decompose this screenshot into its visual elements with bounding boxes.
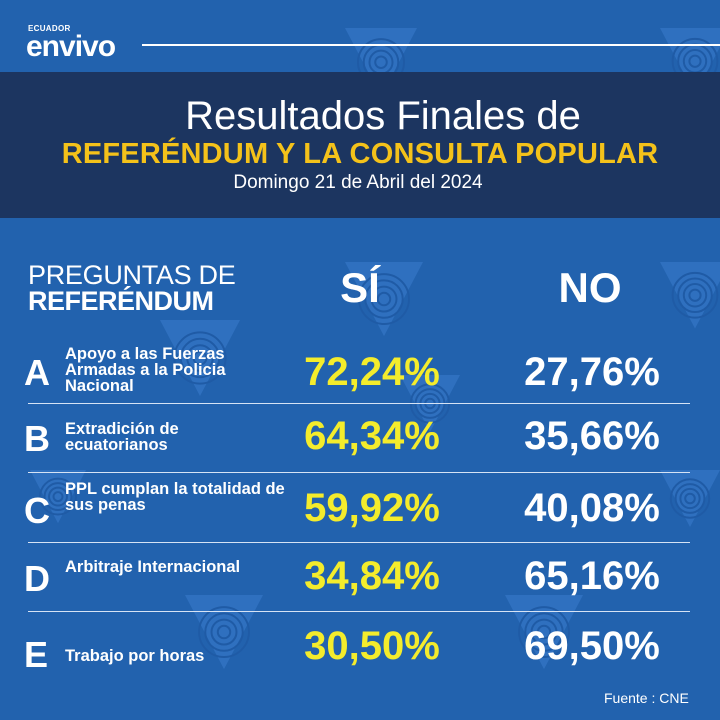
- title-line-2: REFERÉNDUM Y LA CONSULTA POPULAR: [61, 138, 659, 170]
- yes-value: 34,84%: [304, 554, 440, 598]
- no-value: 40,08%: [524, 486, 660, 530]
- background-triangle-shape: [660, 262, 720, 329]
- background-triangle-shape: [160, 320, 240, 396]
- yes-value: 30,50%: [304, 624, 440, 668]
- question-text: Arbitraje Internacional: [65, 558, 241, 576]
- background-triangle-shape: [30, 470, 86, 524]
- question-letter: A: [24, 352, 50, 393]
- question-letter: C: [24, 490, 50, 531]
- date-subtitle: Domingo 21 de Abril del 2024: [233, 172, 483, 193]
- row-divider: [28, 542, 690, 543]
- title-line-1: Resultados Finales de: [185, 94, 581, 138]
- yes-value: 59,92%: [304, 486, 440, 530]
- no-value: 69,50%: [524, 624, 660, 668]
- no-value: 27,76%: [524, 350, 660, 394]
- question-letter: B: [24, 418, 50, 459]
- background-triangle-shape: [185, 595, 263, 670]
- yes-value: 72,24%: [304, 350, 440, 394]
- question-text: Extradición de ecuatorianos: [65, 420, 179, 454]
- header-band: [0, 72, 720, 218]
- logo-country-label: ECUADOR: [28, 24, 71, 33]
- background-triangle-shape: [505, 595, 583, 670]
- yes-column-header: SÍ: [340, 264, 380, 311]
- no-value: 65,16%: [524, 554, 660, 598]
- questions-header-line-1: PREGUNTAS DE: [28, 260, 236, 290]
- question-letter: D: [24, 558, 50, 599]
- questions-header-line-2: REFERÉNDUM: [28, 286, 214, 316]
- logo-divider-line: [142, 44, 720, 46]
- row-divider: [28, 611, 690, 612]
- row-divider: [28, 472, 690, 473]
- logo-wordmark: envivo: [26, 30, 116, 63]
- no-value: 35,66%: [524, 414, 660, 458]
- question-text: Trabajo por horas: [65, 647, 205, 665]
- no-column-header: NO: [558, 264, 622, 311]
- background-triangle-shape: [660, 470, 720, 527]
- source-credit: Fuente : CNE: [604, 690, 689, 706]
- yes-value: 64,34%: [304, 414, 440, 458]
- question-text: Apoyo a las Fuerzas Armadas a la Policia…: [65, 345, 226, 395]
- background-triangle-shape: [345, 262, 423, 337]
- question-letter: E: [24, 634, 49, 675]
- row-divider: [28, 403, 690, 404]
- question-text: PPL cumplan la totalidad de sus penas: [65, 480, 285, 514]
